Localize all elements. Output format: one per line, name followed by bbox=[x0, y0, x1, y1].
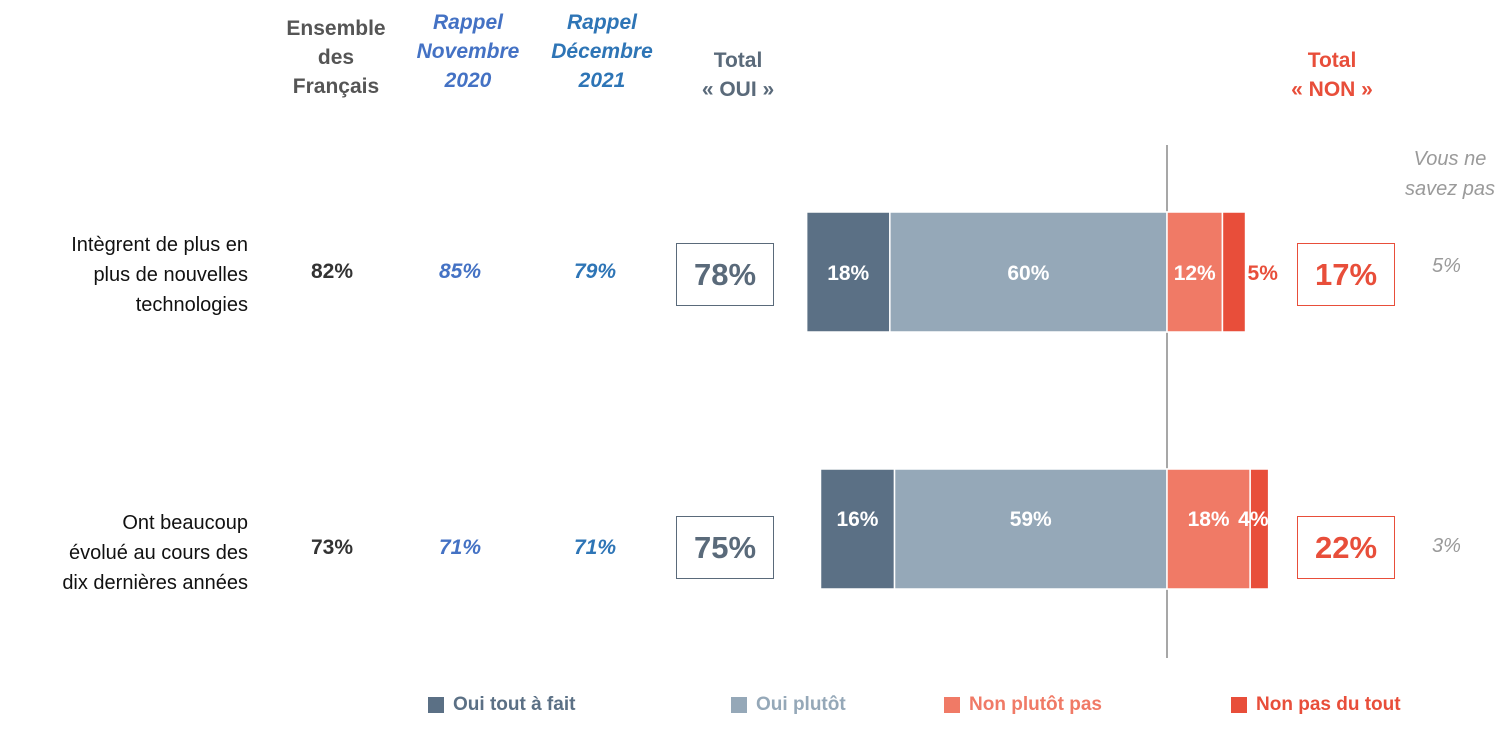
bar-segment bbox=[805, 211, 891, 333]
dec2021-value: 79% bbox=[573, 260, 617, 283]
legend-swatch bbox=[731, 697, 747, 713]
header-total-oui: Total « OUI » bbox=[676, 46, 800, 104]
header-rappel-nov: Rappel Novembre 2020 bbox=[398, 8, 538, 95]
header-oui-line: « OUI » bbox=[701, 78, 775, 101]
legend-swatch bbox=[1231, 697, 1247, 713]
total-oui-box: 78% bbox=[676, 243, 774, 306]
bar-value-label: 18% bbox=[1188, 508, 1230, 531]
bar-value-label: 16% bbox=[836, 508, 878, 531]
header-rappel-dec: Rappel Décembre 2021 bbox=[534, 8, 670, 95]
header-non-line: Total bbox=[1307, 49, 1357, 72]
dont-know-value: 3% bbox=[1432, 535, 1461, 557]
legend-non-pas-du-tout: Non pas du tout bbox=[1231, 694, 1401, 716]
total-oui-box: 75% bbox=[676, 516, 774, 579]
header-ensemble-line: Français bbox=[292, 75, 380, 98]
legend-label: Oui tout à fait bbox=[453, 694, 576, 715]
header-dont-know: Vous ne savez pas bbox=[1392, 144, 1508, 204]
header-nov-line: Novembre bbox=[416, 40, 520, 63]
legend-swatch bbox=[428, 697, 444, 713]
legend-label: Oui plutôt bbox=[756, 694, 846, 715]
nov2020-value: 71% bbox=[438, 536, 482, 559]
nov2020-value: 85% bbox=[438, 260, 482, 283]
bar-segment bbox=[893, 468, 1168, 590]
bar-value-label: 60% bbox=[1007, 262, 1049, 285]
legend-oui-plutot: Oui plutôt bbox=[731, 694, 846, 716]
dont-know-value: 5% bbox=[1432, 255, 1461, 277]
header-nov-line: 2020 bbox=[444, 69, 492, 92]
legend-swatch bbox=[944, 697, 960, 713]
bar-segment bbox=[1166, 211, 1224, 333]
header-ensemble-line: Ensemble bbox=[286, 17, 386, 40]
total-non-box: 22% bbox=[1297, 516, 1395, 579]
row-label-line: évolué au cours des bbox=[68, 542, 248, 564]
header-dec-line: 2021 bbox=[578, 69, 626, 92]
bar-value-label: 4% bbox=[1238, 508, 1269, 531]
header-dec-line: Rappel bbox=[566, 11, 637, 34]
row-label-evolution: Ont beaucoup évolué au cours des dix der… bbox=[0, 508, 248, 598]
header-dk-line: Vous ne bbox=[1413, 148, 1487, 170]
legend-label: Non pas du tout bbox=[1256, 694, 1401, 715]
ensemble-value: 73% bbox=[310, 536, 354, 559]
legend-non-plutot-pas: Non plutôt pas bbox=[944, 694, 1102, 716]
row-label-line: plus de nouvelles bbox=[93, 264, 248, 286]
row-label-line: technologies bbox=[135, 294, 248, 316]
bar-value-label: 5% bbox=[1248, 262, 1279, 285]
dec2021-value: 71% bbox=[573, 536, 617, 559]
row-label-technologies: Intègrent de plus en plus de nouvelles t… bbox=[0, 230, 248, 320]
bar-value-label: 59% bbox=[1010, 508, 1052, 531]
row-label-line: Intègrent de plus en bbox=[71, 234, 248, 256]
header-oui-line: Total bbox=[713, 49, 763, 72]
ensemble-value: 82% bbox=[310, 260, 354, 283]
header-dk-line: savez pas bbox=[1404, 178, 1496, 200]
legend-oui-tout-a-fait: Oui tout à fait bbox=[428, 694, 575, 716]
header-nov-line: Rappel bbox=[432, 11, 503, 34]
total-non-box: 17% bbox=[1297, 243, 1395, 306]
bar-segment bbox=[1249, 468, 1270, 590]
row-label-line: dix dernières années bbox=[62, 572, 248, 594]
header-ensemble: Ensemble des Français bbox=[272, 14, 400, 101]
legend-label: Non plutôt pas bbox=[969, 694, 1102, 715]
header-ensemble-line: des bbox=[317, 46, 355, 69]
bar-value-label: 12% bbox=[1174, 262, 1216, 285]
bar-value-label: 18% bbox=[827, 262, 869, 285]
bar-segment bbox=[1221, 211, 1247, 333]
header-non-line: « NON » bbox=[1291, 78, 1373, 101]
row-label-line: Ont beaucoup bbox=[122, 512, 248, 534]
header-dec-line: Décembre bbox=[551, 40, 653, 63]
bar-segment bbox=[819, 468, 896, 590]
header-total-non: Total « NON » bbox=[1262, 46, 1402, 104]
